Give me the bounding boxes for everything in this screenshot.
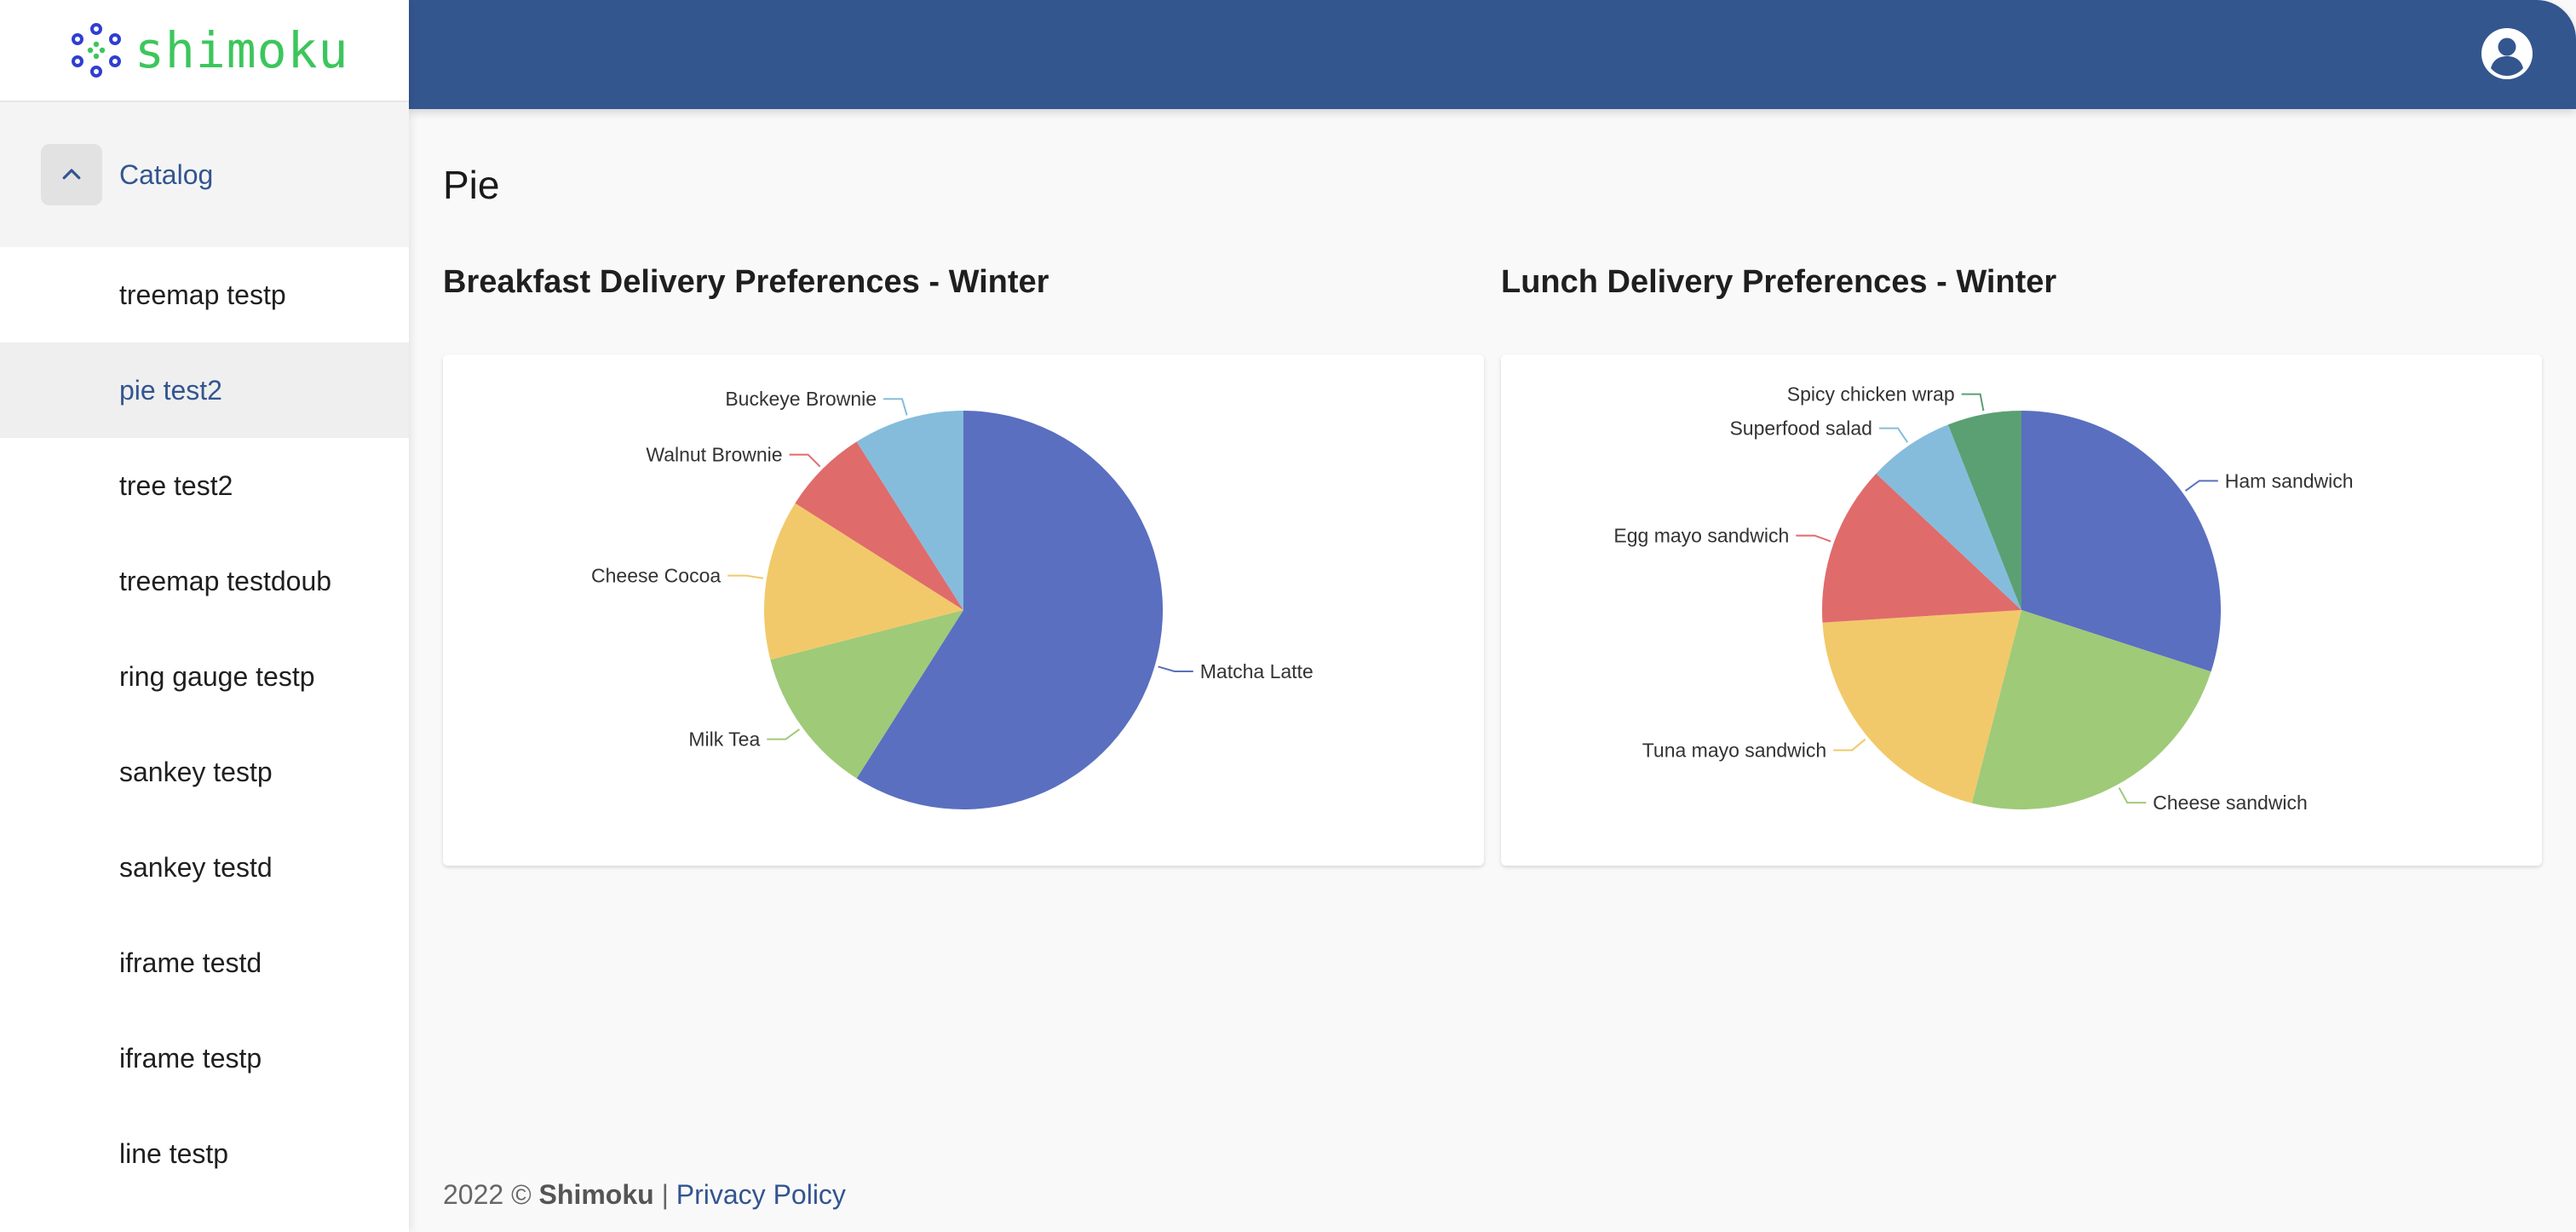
sidebar-item-sankey-testp[interactable]: sankey testp xyxy=(119,756,273,787)
catalog-section[interactable]: Catalog xyxy=(0,102,409,247)
pie-label-line-walnut-brownie xyxy=(789,453,821,468)
account-circle-icon[interactable] xyxy=(2481,27,2533,80)
sidebar-item-iframe-testp[interactable]: iframe testp xyxy=(119,1042,262,1074)
breakfast-chart-title: Breakfast Delivery Preferences - Winter xyxy=(443,264,1049,300)
catalog-collapse-button[interactable] xyxy=(41,144,102,205)
pie-label-line-superfood-salad xyxy=(1878,427,1909,443)
logo[interactable]: shimoku xyxy=(0,0,409,102)
shimoku-logo-icon xyxy=(72,23,121,78)
pie-label-walnut-brownie: Walnut Brownie xyxy=(646,444,782,466)
page-title: Pie xyxy=(443,163,500,207)
pie-slice-superfood-salad[interactable] xyxy=(1876,424,2021,610)
sidebar: shimoku Catalog treemap testp pie test2 … xyxy=(0,0,409,1232)
pie-label-line-cheese-cocoa xyxy=(727,574,764,579)
pie-label-cheese-sandwich: Cheese sandwich xyxy=(2153,792,2308,814)
footer-separator: | xyxy=(661,1179,669,1210)
footer-company: Shimoku xyxy=(538,1179,654,1210)
pie-label-line-matcha-latte xyxy=(1158,665,1193,672)
pie-label-line-cheese-sandwich xyxy=(2118,787,2147,804)
pie-label-superfood-salad: Superfood salad xyxy=(1729,417,1872,440)
sidebar-item-treemap-testdoub[interactable]: treemap testdoub xyxy=(119,565,332,596)
brand-name: shimoku xyxy=(135,21,349,79)
pie-label-buckeye-brownie: Buckeye Brownie xyxy=(725,388,877,410)
top-header xyxy=(409,0,2576,109)
lunch-pie-card: Ham sandwich Cheese sandwich Tuna mayo san… xyxy=(1501,354,2542,866)
breakfast-pie-chart: Matcha Latte Milk Tea Cheese Cocoa Walnut B… xyxy=(591,388,1314,809)
lunch-chart-title: Lunch Delivery Preferences - Winter xyxy=(1501,264,2057,300)
pie-label-cheese-cocoa: Cheese Cocoa xyxy=(591,565,721,587)
lunch-pie-chart: Ham sandwich Cheese sandwich Tuna mayo san… xyxy=(1613,383,2354,815)
sidebar-item-iframe-testd[interactable]: iframe testd xyxy=(119,947,262,978)
pie-slice-walnut-brownie[interactable] xyxy=(795,441,963,610)
pie-slice-egg-mayo-sandwich[interactable] xyxy=(1822,473,2021,623)
sidebar-item-ring-gauge-testp[interactable]: ring gauge testp xyxy=(119,660,315,692)
pie-slice-ham-sandwich[interactable] xyxy=(2021,411,2221,672)
catalog-label: Catalog xyxy=(119,158,214,190)
sidebar-item-sankey-testd[interactable]: sankey testd xyxy=(119,851,273,883)
pie-label-line-milk-tea xyxy=(767,728,801,740)
pie-slice-milk-tea[interactable] xyxy=(770,610,963,779)
pie-slice-cheese-sandwich[interactable] xyxy=(1971,610,2211,809)
breakfast-pie-card: Matcha Latte Milk Tea Cheese Cocoa Walnut B… xyxy=(443,354,1484,866)
pie-slice-matcha-latte[interactable] xyxy=(856,411,1163,809)
sidebar-item-pie-test2[interactable]: pie test2 xyxy=(0,343,409,438)
sidebar-item-line-testp[interactable]: line testp xyxy=(119,1137,229,1169)
pie-label-ham-sandwich: Ham sandwich xyxy=(2225,469,2354,492)
pie-label-line-tuna-mayo-sandwich xyxy=(1833,738,1866,751)
pie-label-line-ham-sandwich xyxy=(2184,480,2218,492)
pie-label-line-buckeye-brownie xyxy=(883,398,908,416)
privacy-policy-link[interactable]: Privacy Policy xyxy=(676,1179,846,1210)
sidebar-item-tree-test2[interactable]: tree test2 xyxy=(119,469,233,501)
pie-slice-tuna-mayo-sandwich[interactable] xyxy=(1822,610,2021,803)
pie-slice-cheese-cocoa[interactable] xyxy=(764,503,963,660)
pie-label-matcha-latte: Matcha Latte xyxy=(1200,660,1314,682)
pie-slice-spicy-chicken-wrap[interactable] xyxy=(1947,411,2021,610)
footer-year: 2022 © xyxy=(443,1179,532,1210)
pie-slice-buckeye-brownie[interactable] xyxy=(856,411,963,610)
pie-label-line-spicy-chicken-wrap xyxy=(1961,393,1985,412)
footer: 2022 © Shimoku | Privacy Policy xyxy=(443,1179,846,1211)
pie-label-tuna-mayo-sandwich: Tuna mayo sandwich xyxy=(1642,739,1826,761)
pie-label-milk-tea: Milk Tea xyxy=(688,728,760,751)
sidebar-item-treemap-testp[interactable]: treemap testp xyxy=(119,279,286,310)
pie-label-line-egg-mayo-sandwich xyxy=(1796,534,1831,543)
pie-label-spicy-chicken-wrap: Spicy chicken wrap xyxy=(1787,383,1955,406)
pie-label-egg-mayo-sandwich: Egg mayo sandwich xyxy=(1613,525,1789,547)
chevron-up-icon xyxy=(62,169,81,180)
